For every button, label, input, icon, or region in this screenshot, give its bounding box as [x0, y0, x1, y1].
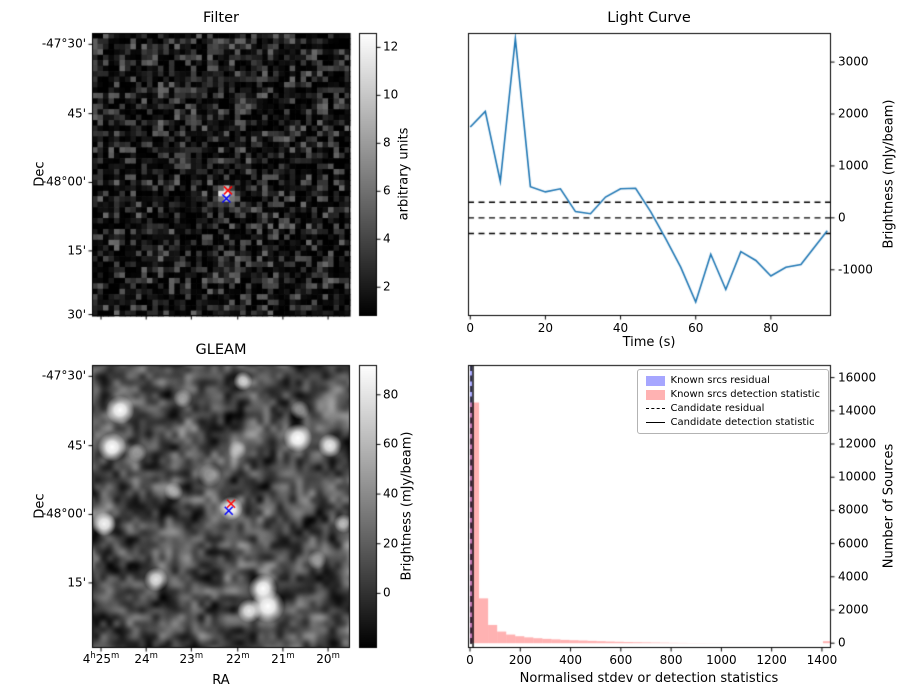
legend-swatch-known-detection: [645, 389, 665, 400]
legend-item-known-detection: Known srcs detection statistic: [645, 389, 820, 400]
gleam-xlabel: RA: [212, 673, 230, 688]
legend-label-candidate-detection: Candidate detection statistic: [670, 417, 815, 428]
legend-swatch-candidate-residual: [645, 408, 665, 409]
gleam-colorbar-label: Brightness (mJy/beam): [399, 431, 415, 581]
legend-swatch-known-residual: [645, 375, 665, 386]
light-curve-xlabel: Time (s): [622, 335, 676, 350]
legend-label-known-detection: Known srcs detection statistic: [670, 389, 820, 400]
light-curve-title: Light Curve: [607, 10, 691, 26]
histogram-legend: Known srcs residual Known srcs detection…: [636, 369, 829, 434]
legend-item-candidate-detection: Candidate detection statistic: [645, 417, 820, 428]
gleam-ylabel: Dec: [32, 493, 48, 519]
filter-ylabel: Dec: [32, 161, 48, 187]
legend-label-known-residual: Known srcs residual: [670, 375, 770, 386]
filter-colorbar-label: arbitrary units: [396, 127, 412, 221]
legend-swatch-candidate-detection: [645, 422, 665, 423]
light-curve-ylabel: Brightness (mJy/beam): [881, 99, 897, 249]
legend-item-known-residual: Known srcs residual: [645, 375, 820, 386]
legend-item-candidate-residual: Candidate residual: [645, 403, 820, 414]
histogram-xlabel: Normalised stdev or detection statistics: [519, 671, 779, 686]
histogram-ylabel: Number of Sources: [881, 443, 897, 569]
legend-label-candidate-residual: Candidate residual: [670, 403, 765, 414]
gleam-title: GLEAM: [195, 342, 247, 358]
filter-title: Filter: [203, 10, 239, 26]
